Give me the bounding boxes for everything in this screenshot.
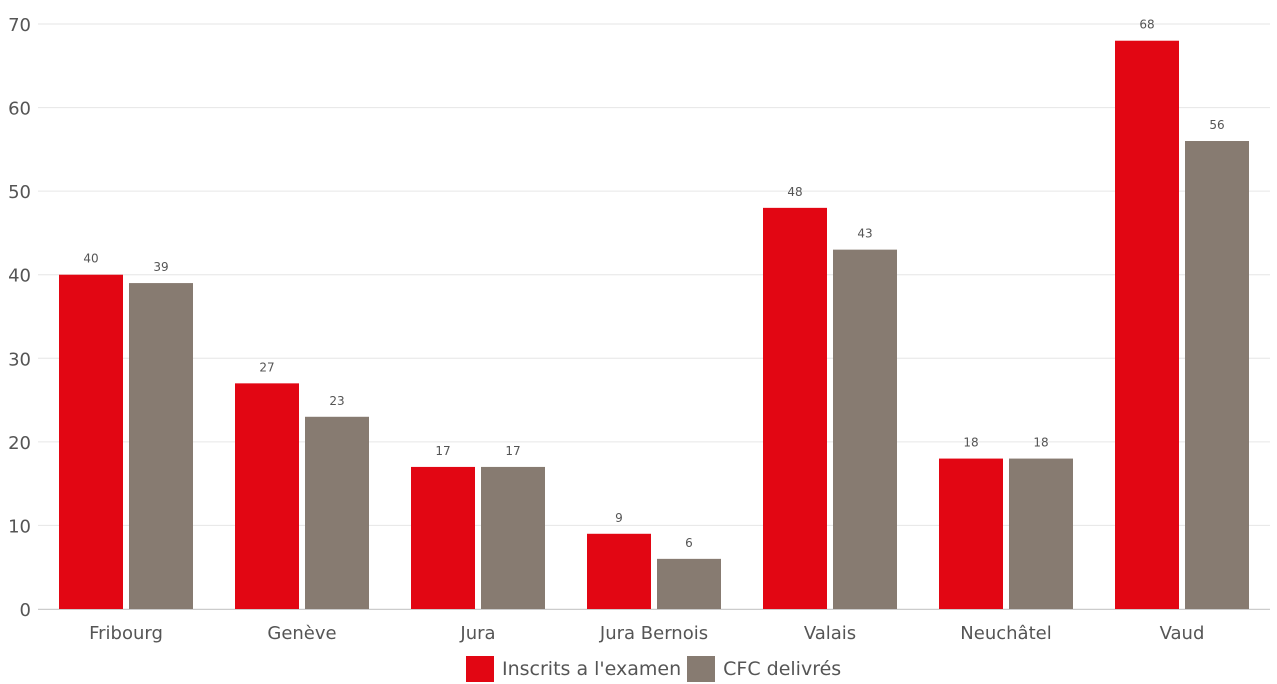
bar-inscrits[interactable]	[1115, 40, 1179, 609]
x-category-label: Valais	[804, 623, 856, 644]
y-tick-label: 60	[8, 99, 31, 120]
bar-cfc[interactable]	[1009, 458, 1073, 609]
bar-cfc[interactable]	[657, 558, 721, 609]
bar-inscrits[interactable]	[59, 274, 123, 609]
bar-inscrits[interactable]	[763, 207, 827, 609]
bar-inscrits[interactable]	[235, 383, 299, 609]
legend-label-inscrits: Inscrits a l'examen	[502, 658, 682, 680]
data-labels: 40 39 27 23 17 17 9 6 48 43 18 18 68 56	[83, 18, 1224, 550]
legend-item-inscrits[interactable]: Inscrits a l'examen	[466, 656, 681, 682]
y-tick-label: 50	[8, 182, 31, 203]
data-label: 48	[787, 185, 802, 199]
data-label: 23	[329, 394, 344, 408]
x-category-label: Fribourg	[89, 623, 163, 644]
data-label: 17	[505, 444, 520, 458]
data-label: 40	[83, 252, 98, 266]
legend-swatch-cfc	[687, 656, 716, 682]
y-tick-label: 20	[8, 433, 31, 454]
data-label: 17	[435, 444, 450, 458]
x-axis: Fribourg Genève Jura Jura Bernois Valais Neuc…	[38, 609, 1270, 644]
data-label: 39	[153, 260, 168, 274]
x-category-label: Jura Bernois	[599, 623, 708, 644]
legend: Inscrits a l'examen CFC delivrés	[466, 655, 847, 683]
data-label: 18	[963, 436, 978, 450]
data-label: 27	[259, 360, 274, 374]
x-category-label: Vaud	[1160, 623, 1205, 644]
legend-swatch-inscrits	[466, 656, 494, 682]
bar-inscrits[interactable]	[939, 458, 1003, 609]
legend-label-cfc: CFC delivrés	[723, 658, 842, 680]
x-category-label: Jura	[459, 623, 495, 644]
x-category-label: Neuchâtel	[960, 623, 1051, 644]
bar-inscrits[interactable]	[587, 533, 651, 609]
data-label: 68	[1139, 18, 1154, 32]
bar-cfc[interactable]	[129, 283, 193, 609]
data-label: 56	[1209, 118, 1224, 132]
bar-inscrits[interactable]	[411, 466, 475, 609]
bar-cfc[interactable]	[833, 249, 897, 609]
data-label: 43	[857, 227, 872, 241]
bar-cfc[interactable]	[1185, 141, 1249, 609]
y-tick-label: 70	[8, 15, 31, 36]
y-axis: 0 10 20 30 40 50 60 70	[8, 15, 31, 621]
bar-cfc[interactable]	[305, 416, 369, 609]
gridlines	[38, 23, 1270, 610]
y-tick-label: 0	[20, 600, 31, 621]
y-tick-label: 40	[8, 266, 31, 287]
y-tick-label: 30	[8, 349, 31, 370]
y-tick-label: 10	[8, 516, 31, 537]
bars	[59, 40, 1249, 609]
x-category-label: Genève	[267, 623, 336, 644]
data-label: 6	[685, 536, 693, 550]
data-label: 9	[615, 511, 623, 525]
legend-item-cfc[interactable]: CFC delivrés	[687, 656, 841, 682]
data-label: 18	[1033, 436, 1048, 450]
bar-cfc[interactable]	[481, 466, 545, 609]
